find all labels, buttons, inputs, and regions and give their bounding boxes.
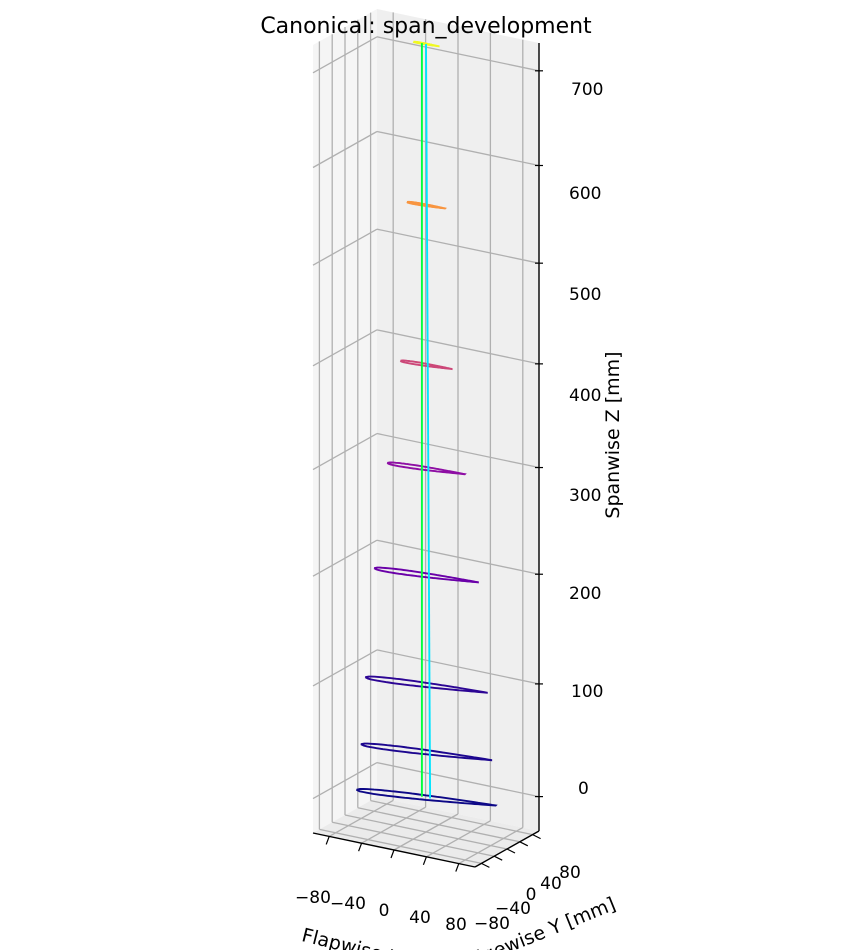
y-tick-mark (532, 834, 541, 840)
z-tick-label: 200 (569, 584, 601, 604)
wall-grid-line-horizontal (376, 432, 540, 469)
wall-grid-line-horizontal (376, 329, 540, 365)
tick-marks (325, 70, 543, 872)
wall-grid-line-horizontal (312, 649, 378, 687)
y-tick-mark (481, 862, 490, 868)
z-tick-label: 100 (571, 682, 603, 702)
wall-grid-line-horizontal (376, 761, 540, 798)
y-tick-label: 0 (526, 885, 537, 905)
x-tick-mark (358, 842, 363, 852)
x-tick-label: 80 (445, 915, 467, 935)
wall-grid-line-horizontal (312, 36, 378, 74)
wall-grid-line-horizontal (312, 130, 378, 169)
y-tick-label: −80 (474, 914, 510, 934)
section-line (356, 788, 498, 807)
x-tick-mark (455, 863, 460, 872)
floor-grid-line-y (332, 821, 495, 857)
series-layer (356, 40, 498, 807)
section-line (399, 359, 453, 371)
section-line (373, 566, 479, 584)
y-tick-label: −40 (495, 899, 531, 919)
spine-line (425, 43, 432, 799)
z-tick-label: 300 (569, 486, 601, 506)
x-axis-label: Flapwise X [mm] (300, 924, 460, 950)
wall-grid-line-horizontal (312, 539, 378, 577)
z-tick-label: 500 (569, 285, 601, 305)
x-tick-mark (422, 856, 427, 866)
y-tick-mark (506, 848, 516, 854)
z-tick-label: 0 (578, 779, 589, 799)
chart-title: Canonical: span_development (260, 14, 592, 39)
floor-grid-line-y (370, 799, 533, 836)
wall-grid-line-horizontal (312, 432, 378, 471)
section-line (360, 742, 493, 762)
y-tick-label: 40 (540, 874, 562, 894)
wall-grid-line-horizontal (312, 228, 378, 266)
x-tick-label: −40 (330, 894, 366, 914)
wall-grid-line-horizontal (312, 762, 378, 800)
x-tick-mark (325, 836, 330, 845)
x-tick-label: −80 (295, 888, 331, 908)
wall-grid-line-horizontal (376, 649, 540, 685)
wall-grid-line-horizontal (376, 539, 540, 575)
floor-grid-line-y (357, 807, 520, 843)
z-axis-label: Spanwise Z [mm] (602, 351, 624, 518)
section-line (406, 200, 447, 210)
wall-grid-line-horizontal (376, 228, 540, 264)
y-tick-label: 80 (559, 863, 581, 883)
floor-grid-line-y (319, 828, 482, 865)
grid-lines (312, 12, 540, 865)
z-tick-label: 700 (571, 80, 603, 100)
x-tick-label: 0 (379, 901, 390, 921)
wall-grid-line-horizontal (376, 130, 540, 167)
floor-grid-line-y (344, 814, 508, 850)
y-tick-labels: −80 −40 0 40 80 (474, 863, 581, 934)
z-tick-label: 600 (569, 184, 601, 204)
section-line (364, 675, 488, 694)
wall-grid-line-horizontal (376, 36, 540, 72)
z-tick-labels: 0 100 200 300 400 500 600 700 (569, 80, 603, 799)
x-tick-label: 40 (409, 908, 431, 928)
x-tick-labels: −80 −40 0 40 80 (295, 888, 467, 935)
y-tick-mark (519, 841, 529, 847)
wall-grid-line-horizontal (312, 329, 378, 367)
z-tick-label: 400 (569, 386, 601, 406)
section-line (386, 461, 467, 476)
x-tick-mark (390, 849, 395, 859)
y-tick-mark (493, 855, 503, 861)
